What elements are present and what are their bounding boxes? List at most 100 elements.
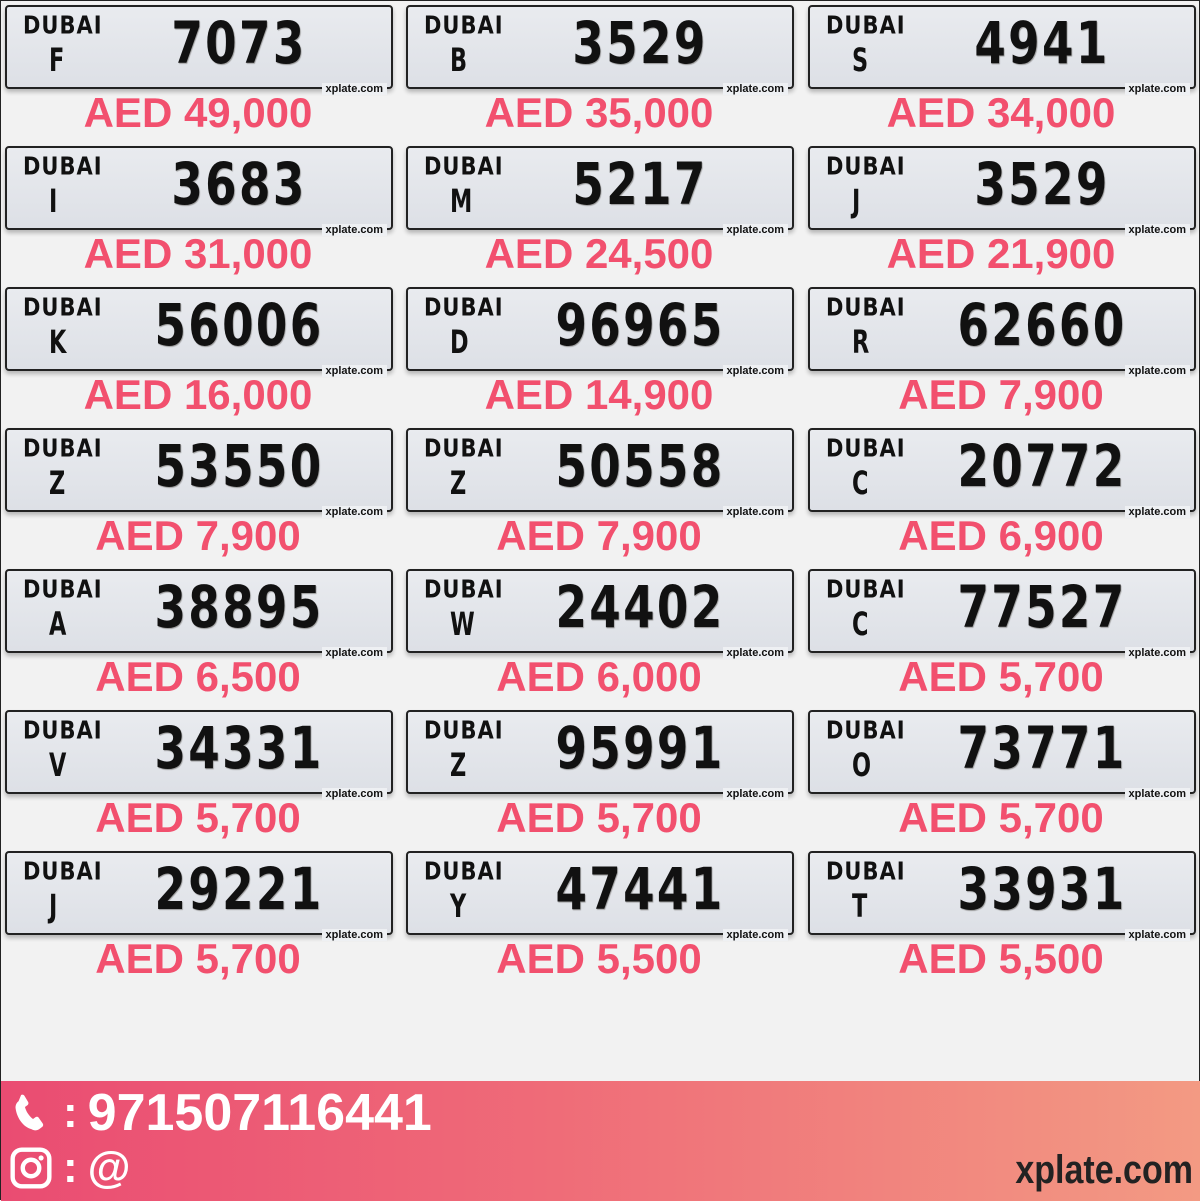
- license-plate: DUBAI Z 50558 xplate.com: [406, 428, 794, 518]
- plate-listing[interactable]: DUBAI C 20772 xplate.com AED 6,900: [808, 428, 1196, 564]
- plate-code: Y: [450, 887, 467, 925]
- plate-code: K: [49, 323, 67, 361]
- plate-listing[interactable]: DUBAI D 96965 xplate.com AED 14,900: [406, 287, 794, 423]
- plate-watermark: xplate.com: [321, 506, 387, 518]
- license-plate: DUBAI J 29221 xplate.com: [5, 851, 393, 941]
- plate-listing[interactable]: DUBAI M 5217 xplate.com AED 24,500: [406, 146, 794, 282]
- phone-icon: [15, 1094, 44, 1131]
- plate-code: M: [450, 182, 473, 220]
- plate-code: V: [49, 746, 67, 784]
- plate-number: 33931: [957, 855, 1127, 923]
- plate-watermark: xplate.com: [722, 788, 788, 800]
- plate-number: 24402: [555, 573, 725, 641]
- plate-price: AED 5,500: [496, 935, 702, 982]
- plate-listing[interactable]: DUBAI J 3529 xplate.com AED 21,900: [808, 146, 1196, 282]
- plate-code: B: [450, 41, 468, 79]
- plate-code: S: [852, 41, 869, 79]
- plate-listing[interactable]: DUBAI I 3683 xplate.com AED 31,000: [5, 146, 393, 282]
- plate-code: D: [450, 323, 469, 361]
- plate-number: 73771: [957, 714, 1127, 782]
- instagram-row: : @: [9, 1143, 131, 1193]
- plate-number: 3683: [171, 150, 307, 218]
- plate-number: 20772: [957, 432, 1127, 500]
- plate-price: AED 16,000: [83, 371, 313, 418]
- phone-row: : 971507116441: [9, 1083, 432, 1143]
- plate-listing[interactable]: DUBAI W 24402 xplate.com AED 6,000: [406, 569, 794, 705]
- plate-watermark: xplate.com: [722, 929, 788, 941]
- plate-watermark: xplate.com: [1124, 929, 1190, 941]
- plate-code: I: [49, 182, 58, 220]
- plate-listing[interactable]: DUBAI T 33931 xplate.com AED 5,500: [808, 851, 1196, 987]
- emirate-label: DUBAI: [826, 433, 906, 463]
- license-plate: DUBAI M 5217 xplate.com: [406, 146, 794, 236]
- plate-watermark: xplate.com: [1124, 365, 1190, 377]
- license-plate: DUBAI I 3683 xplate.com: [5, 146, 393, 236]
- plate-code: O: [852, 746, 872, 784]
- plate-price: AED 5,700: [95, 935, 301, 982]
- plate-code: C: [852, 464, 869, 502]
- plate-listing[interactable]: DUBAI R 62660 xplate.com AED 7,900: [808, 287, 1196, 423]
- plate-price: AED 31,000: [83, 230, 313, 277]
- plate-watermark: xplate.com: [722, 224, 788, 236]
- license-plate: DUBAI S 4941 xplate.com: [808, 5, 1196, 95]
- plate-listing[interactable]: DUBAI Z 53550 xplate.com AED 7,900: [5, 428, 393, 564]
- plate-code: R: [852, 323, 870, 361]
- license-plate: DUBAI B 3529 xplate.com: [406, 5, 794, 95]
- plate-number: 95991: [555, 714, 725, 782]
- plate-listing[interactable]: DUBAI Z 95991 xplate.com AED 5,700: [406, 710, 794, 846]
- plate-number: 53550: [154, 432, 324, 500]
- plate-watermark: xplate.com: [1124, 224, 1190, 236]
- plate-price: AED 49,000: [83, 89, 313, 136]
- plate-listing[interactable]: DUBAI C 77527 xplate.com AED 5,700: [808, 569, 1196, 705]
- plate-number: 4941: [974, 9, 1110, 77]
- emirate-label: DUBAI: [826, 292, 906, 322]
- plate-number: 50558: [555, 432, 725, 500]
- plate-number: 34331: [154, 714, 324, 782]
- plate-listing[interactable]: DUBAI J 29221 xplate.com AED 5,700: [5, 851, 393, 987]
- plate-watermark: xplate.com: [321, 83, 387, 95]
- plate-price: AED 6,500: [95, 653, 301, 700]
- plate-watermark: xplate.com: [722, 506, 788, 518]
- plate-code: J: [49, 887, 58, 925]
- license-plate: DUBAI O 73771 xplate.com: [808, 710, 1196, 800]
- plate-listing[interactable]: DUBAI Z 50558 xplate.com AED 7,900: [406, 428, 794, 564]
- instagram-handle[interactable]: @: [87, 1143, 131, 1192]
- plate-price: AED 5,700: [898, 794, 1104, 841]
- plate-price: AED 6,900: [898, 512, 1104, 559]
- license-plate: DUBAI R 62660 xplate.com: [808, 287, 1196, 377]
- emirate-label: DUBAI: [826, 10, 906, 40]
- plate-number: 38895: [154, 573, 324, 641]
- plate-code: Z: [450, 464, 467, 502]
- emirate-label: DUBAI: [424, 10, 504, 40]
- plate-price: AED 6,000: [496, 653, 702, 700]
- emirate-label: DUBAI: [23, 10, 103, 40]
- plate-listing[interactable]: DUBAI K 56006 xplate.com AED 16,000: [5, 287, 393, 423]
- plate-watermark: xplate.com: [321, 929, 387, 941]
- emirate-label: DUBAI: [424, 433, 504, 463]
- emirate-label: DUBAI: [424, 151, 504, 181]
- plate-listing[interactable]: DUBAI A 38895 xplate.com AED 6,500: [5, 569, 393, 705]
- emirate-label: DUBAI: [424, 574, 504, 604]
- license-plate: DUBAI T 33931 xplate.com: [808, 851, 1196, 941]
- license-plate: DUBAI Y 47441 xplate.com: [406, 851, 794, 941]
- plate-watermark: xplate.com: [722, 83, 788, 95]
- emirate-label: DUBAI: [23, 433, 103, 463]
- plate-listing[interactable]: DUBAI O 73771 xplate.com AED 5,700: [808, 710, 1196, 846]
- plate-price: AED 5,700: [95, 794, 301, 841]
- plate-price: AED 7,900: [95, 512, 301, 559]
- plate-listing[interactable]: DUBAI Y 47441 xplate.com AED 5,500: [406, 851, 794, 987]
- emirate-label: DUBAI: [23, 574, 103, 604]
- plate-watermark: xplate.com: [321, 647, 387, 659]
- instagram-icon: [10, 1147, 52, 1189]
- plate-listing[interactable]: DUBAI B 3529 xplate.com AED 35,000: [406, 5, 794, 141]
- plate-listing[interactable]: DUBAI V 34331 xplate.com AED 5,700: [5, 710, 393, 846]
- plate-code: W: [450, 605, 475, 643]
- plate-code: J: [852, 182, 861, 220]
- plate-number: 29221: [154, 855, 324, 923]
- plate-price: AED 35,000: [484, 89, 714, 136]
- plate-listing[interactable]: DUBAI S 4941 xplate.com AED 34,000: [808, 5, 1196, 141]
- plate-code: F: [49, 41, 65, 79]
- phone-number[interactable]: 971507116441: [87, 1084, 432, 1142]
- plate-listing[interactable]: DUBAI F 7073 xplate.com AED 49,000: [5, 5, 393, 141]
- website-link[interactable]: xplate.com: [1015, 1148, 1193, 1192]
